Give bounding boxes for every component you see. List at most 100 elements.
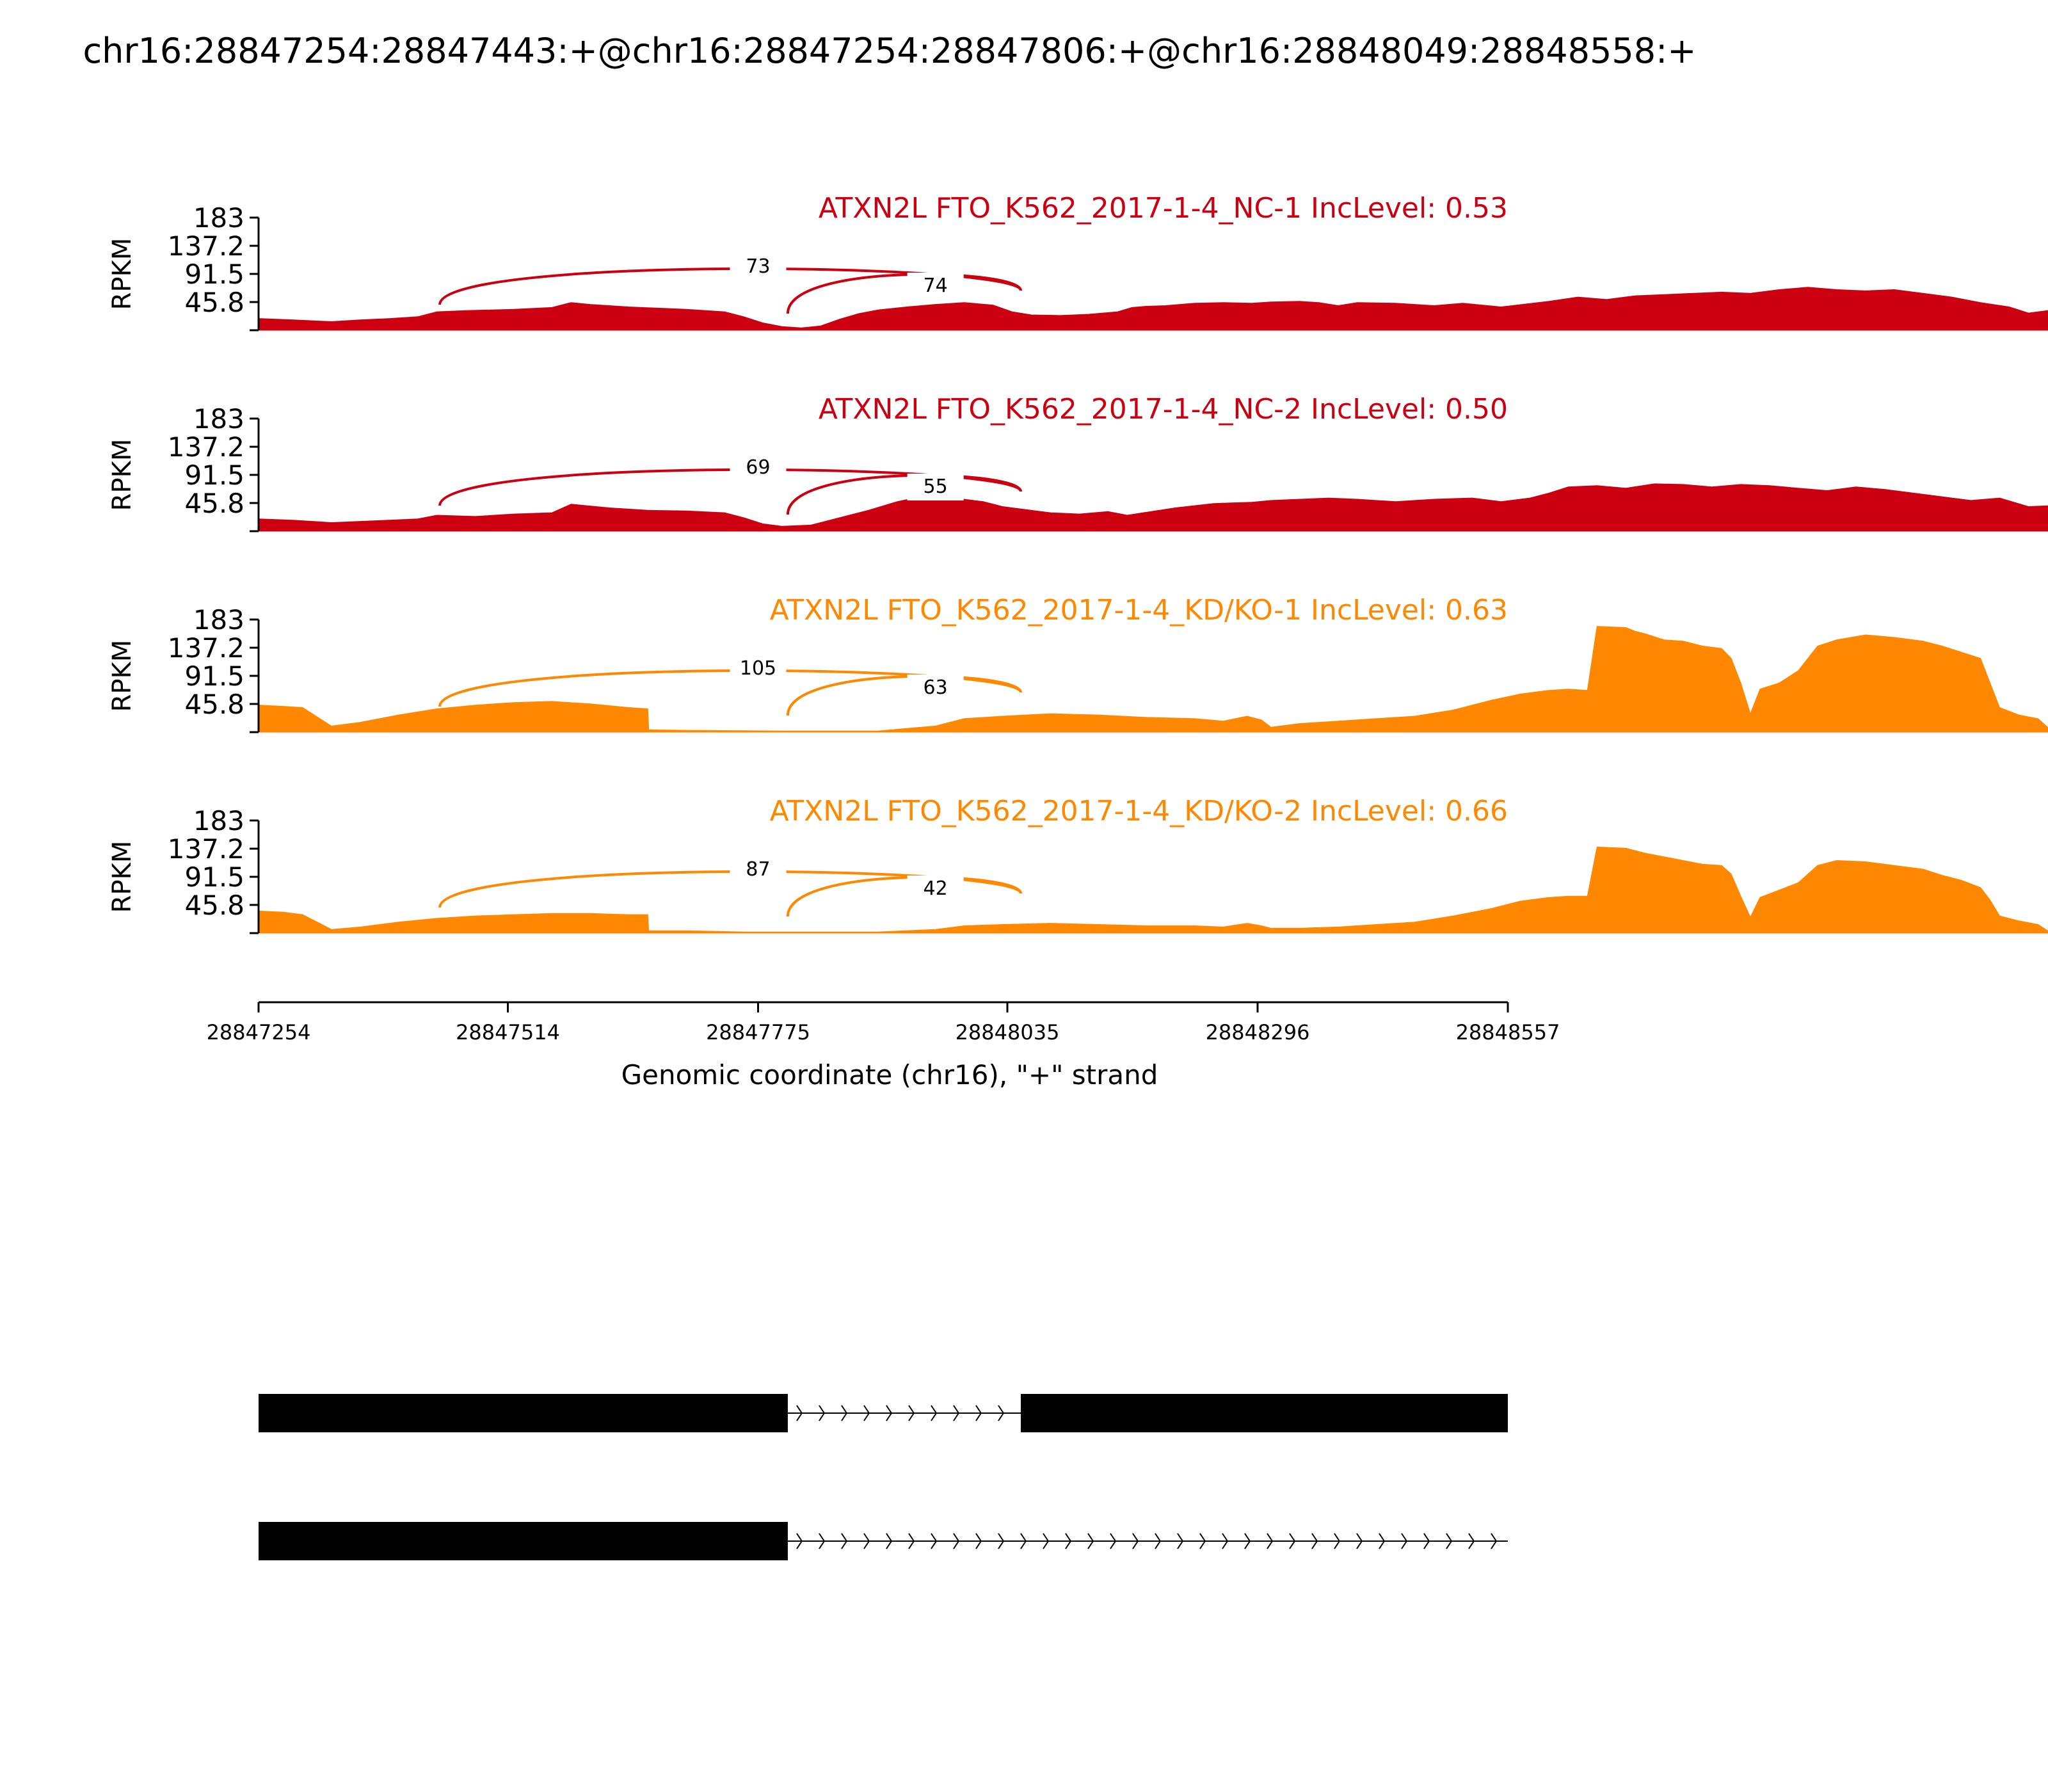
y-tick-label: 137.2 — [168, 230, 244, 262]
strand-arrow — [1043, 1533, 1050, 1549]
strand-arrow — [1199, 1533, 1206, 1549]
strand-arrow — [863, 1533, 870, 1549]
strand-arrow — [1110, 1533, 1117, 1549]
y-tick-label: 183 — [193, 202, 244, 234]
junction-count-label: 87 — [746, 858, 770, 881]
junction-label-bg — [730, 856, 787, 883]
junction-count-label: 74 — [924, 275, 948, 297]
y-tick-label: 183 — [193, 403, 244, 435]
x-tick-label: 28847514 — [456, 1020, 560, 1044]
strand-arrow — [908, 1405, 915, 1421]
track-label: ATXN2L FTO_K562_2017-1-4_KD/KO-2 IncLeve… — [770, 795, 1508, 828]
y-axis-label: RPKM — [108, 841, 137, 913]
strand-arrow — [1334, 1533, 1341, 1549]
track-label: ATXN2L FTO_K562_2017-1-4_NC-1 IncLevel: … — [819, 192, 1508, 225]
strand-arrow — [1289, 1533, 1296, 1549]
strand-arrow — [1065, 1533, 1072, 1549]
x-tick-label: 28848035 — [956, 1020, 1060, 1044]
y-axis-label: RPKM — [108, 439, 137, 511]
strand-arrow — [841, 1533, 848, 1549]
strand-arrow — [1401, 1533, 1408, 1549]
strand-arrow — [886, 1405, 893, 1421]
strand-arrow — [819, 1533, 826, 1549]
junction-count-label: 63 — [924, 676, 948, 699]
strand-arrow — [886, 1533, 893, 1549]
junction-label-bg — [907, 474, 964, 500]
strand-arrow — [1244, 1533, 1251, 1549]
strand-arrow — [796, 1405, 803, 1421]
coverage-area — [258, 846, 2048, 934]
y-axis-label: RPKM — [108, 640, 137, 712]
exon-block — [259, 1394, 788, 1432]
strand-arrow — [998, 1405, 1005, 1421]
y-tick-label: 45.8 — [184, 287, 244, 318]
isoform-2 — [259, 1522, 1508, 1560]
strand-arrow — [1356, 1533, 1363, 1549]
junction-count-label: 105 — [740, 657, 776, 680]
y-tick-label: 45.8 — [184, 890, 244, 921]
junction-label-bg — [730, 253, 787, 280]
strand-arrow — [1177, 1533, 1184, 1549]
x-tick-label: 28848557 — [1456, 1020, 1560, 1044]
junction-arc — [786, 876, 1022, 917]
y-tick-label: 91.5 — [184, 460, 244, 491]
strand-arrow — [796, 1533, 803, 1549]
junction-count-label: 42 — [924, 877, 948, 900]
coverage-area — [258, 626, 2048, 733]
junction-count-label: 55 — [924, 476, 948, 498]
strand-arrow — [1423, 1533, 1430, 1549]
strand-arrow — [975, 1405, 982, 1421]
strand-arrow — [1087, 1533, 1094, 1549]
y-tick-label: 91.5 — [184, 259, 244, 290]
strand-arrow — [931, 1533, 938, 1549]
strand-arrow — [1468, 1533, 1475, 1549]
y-tick-label: 45.8 — [184, 488, 244, 519]
strand-arrow — [975, 1533, 982, 1549]
y-axis-label: RPKM — [108, 238, 137, 310]
strand-arrow — [1267, 1533, 1274, 1549]
strand-arrow — [953, 1405, 960, 1421]
strand-arrow — [1446, 1533, 1453, 1549]
track-label: ATXN2L FTO_K562_2017-1-4_NC-2 IncLevel: … — [819, 393, 1508, 426]
isoform-1 — [259, 1394, 1508, 1432]
strand-arrow — [841, 1405, 848, 1421]
x-tick-label: 28847254 — [207, 1020, 311, 1044]
junction-count-label: 73 — [746, 255, 770, 278]
x-tick-label: 28847775 — [706, 1020, 810, 1044]
strand-arrow — [1132, 1533, 1139, 1549]
junction-label-bg — [730, 655, 787, 682]
exon-block — [259, 1522, 788, 1560]
x-tick-label: 28848296 — [1206, 1020, 1310, 1044]
strand-arrow — [953, 1533, 960, 1549]
track-label: ATXN2L FTO_K562_2017-1-4_KD/KO-1 IncLeve… — [770, 594, 1508, 627]
y-tick-label: 137.2 — [168, 431, 244, 463]
y-tick-label: 45.8 — [184, 689, 244, 720]
x-axis-label: Genomic coordinate (chr16), "+" strand — [621, 1059, 1158, 1091]
y-tick-label: 91.5 — [184, 861, 244, 893]
strand-arrow — [1155, 1533, 1162, 1549]
junction-arc — [786, 474, 1022, 515]
strand-arrow — [1222, 1533, 1229, 1549]
x-axis: 28847254 28847514 28847775 28848035 28848296… — [207, 1001, 1560, 1044]
junction-arc — [786, 675, 1022, 716]
junction-arc — [786, 273, 1022, 314]
strand-arrow — [998, 1533, 1005, 1549]
strand-arrow — [1491, 1533, 1498, 1549]
chart-title: chr16:28847254:28847443:+@chr16:28847254… — [83, 31, 1696, 71]
y-tick-label: 137.2 — [168, 632, 244, 664]
junction-label-bg — [730, 454, 787, 481]
strand-arrow — [1311, 1533, 1318, 1549]
strand-arrow — [819, 1405, 826, 1421]
strand-arrow — [1379, 1533, 1386, 1549]
junction-count-label: 69 — [746, 456, 770, 479]
junction-label-bg — [907, 876, 964, 902]
coverage-area — [258, 287, 2048, 331]
strand-arrow — [908, 1533, 915, 1549]
coverage-area — [258, 483, 2048, 532]
